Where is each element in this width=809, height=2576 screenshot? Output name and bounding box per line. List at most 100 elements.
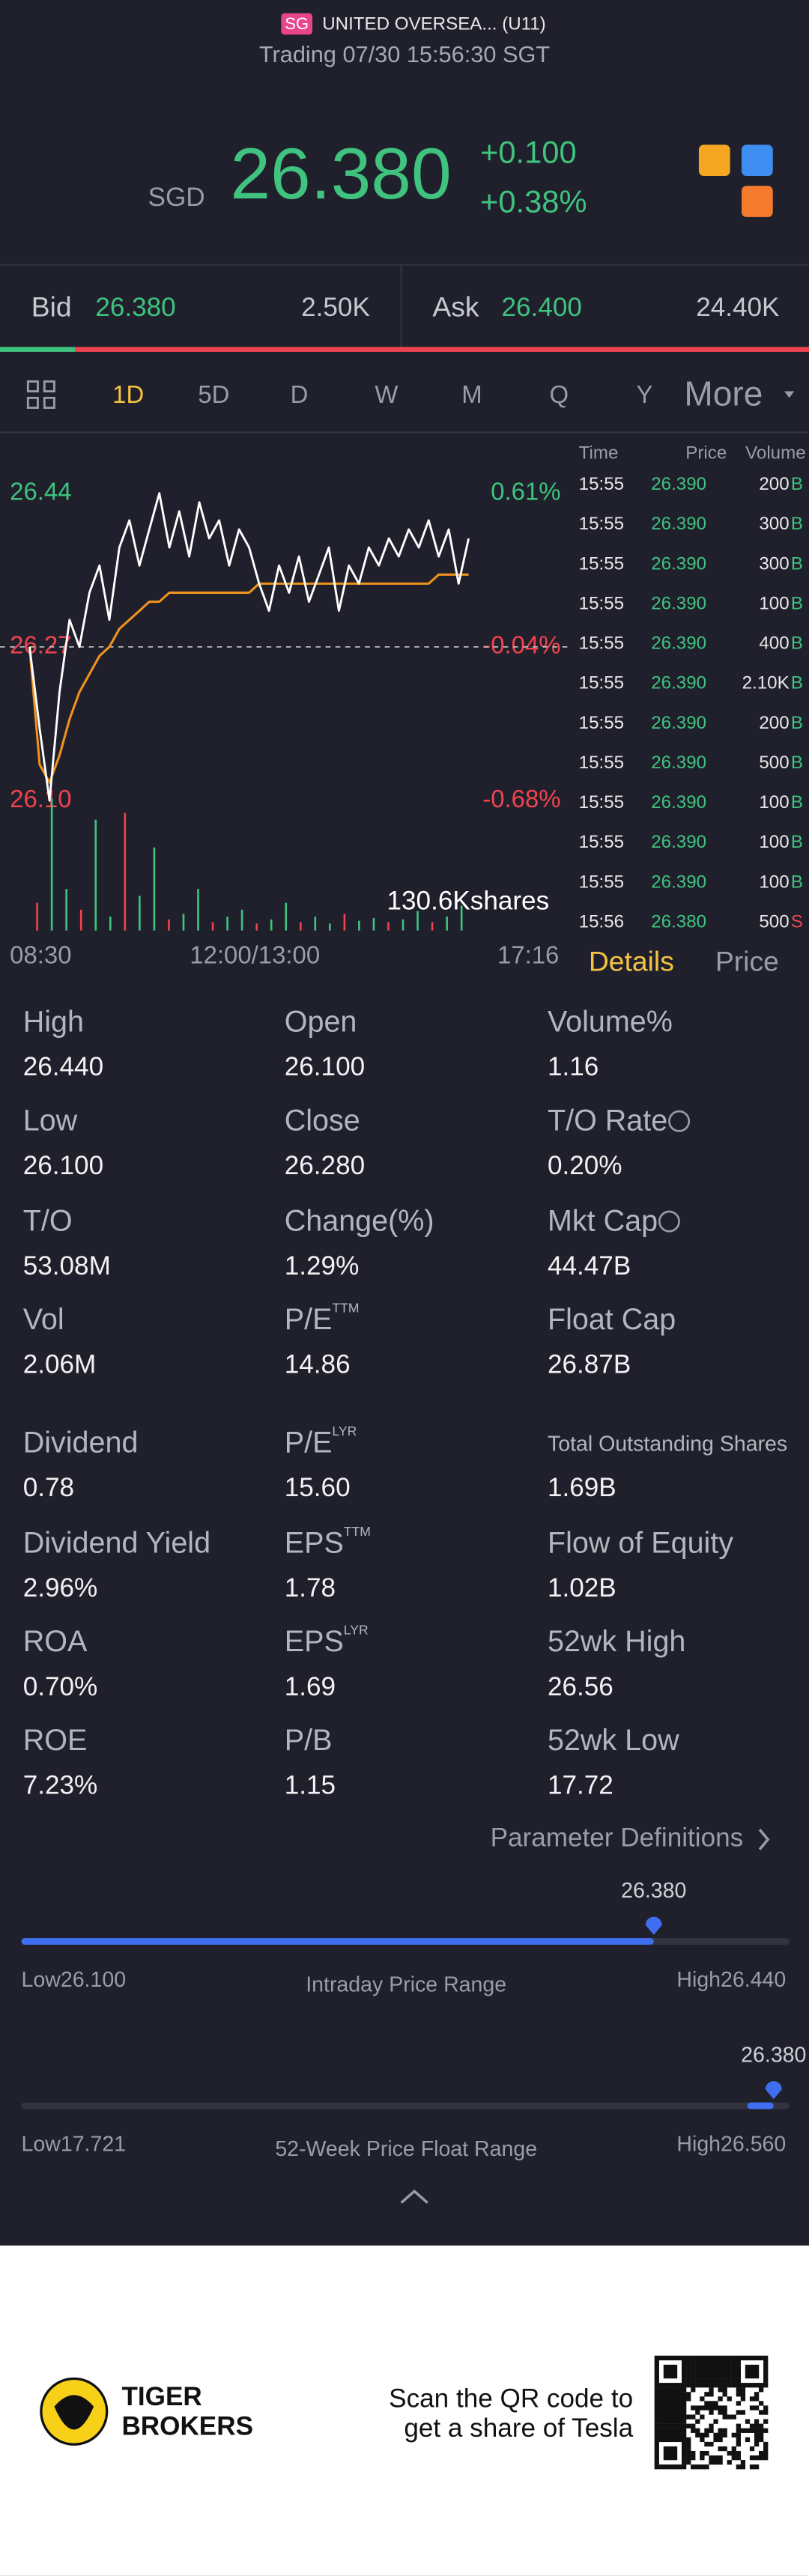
stat-label: Dividend [23,1427,139,1459]
qr-cell [713,2378,718,2384]
qr-cell [727,2378,732,2384]
qr-cell [654,2383,659,2388]
qr-cell [763,2405,769,2411]
qr-cell [718,2378,723,2384]
qr-cell [713,2432,718,2438]
qr-cell [658,2387,664,2393]
qr-cell [667,2369,673,2375]
trade-volume: 100 [759,832,789,852]
qr-cell [667,2464,673,2470]
qr-cell [749,2369,755,2375]
qr-cell [704,2360,709,2366]
stat-label: EPSLYR [285,1622,369,1658]
period-tab[interactable]: D [291,380,309,408]
qr-cell [704,2428,709,2433]
period-tab[interactable]: M [461,380,482,408]
qr-cell [682,2446,687,2452]
volume-bar [124,812,127,931]
parameter-link[interactable]: Parameter Definitions [491,1823,744,1853]
qr-cell [731,2450,736,2456]
qr-cell [682,2401,687,2406]
period-tab[interactable]: More [684,374,763,413]
qr-cell [722,2373,727,2379]
qr-cell [740,2464,746,2470]
qr-cell [713,2437,718,2443]
trade-price: 26.390 [651,713,706,733]
volume-bar [416,911,419,931]
qr-cell [704,2373,709,2379]
stat-value: 0.70% [23,1672,98,1701]
volume-bar [285,902,288,931]
qr-cell [654,2432,659,2438]
icon-flash[interactable] [742,145,773,176]
qr-cell [709,2441,714,2447]
link-chevron[interactable] [758,1829,770,1850]
qr-cell [731,2432,736,2438]
qr-cell [754,2364,760,2370]
qr-cell [654,2396,659,2402]
qr-cell [731,2364,736,2370]
qr-cell [691,2364,696,2370]
qr-cell [695,2410,700,2415]
qr-cell [736,2387,741,2393]
period-tab[interactable]: 1D [112,380,144,408]
period-tab[interactable]: 5D [198,380,229,408]
icon-dollar[interactable] [698,145,730,176]
period-tab[interactable]: Q [550,380,569,408]
qr-cell [676,2392,682,2397]
qr-cell [749,2396,755,2402]
qr-cell [736,2378,741,2384]
qr-cell [731,2446,736,2452]
qr-cell [672,2373,678,2379]
stat-value: 26.56 [548,1672,613,1701]
qr-cell [704,2432,709,2438]
collapse-chevron[interactable] [400,2189,428,2204]
qr-cell [654,2405,659,2411]
icon-options[interactable] [742,186,773,217]
qr-cell [749,2373,755,2379]
volume-bar [79,909,82,931]
qr-code [654,2355,769,2470]
qr-cell [667,2405,673,2411]
ask-size: 24.40K [696,293,780,322]
trade-side: B [791,753,803,773]
qr-cell [727,2450,732,2456]
stat-label: P/ETTM [285,1300,360,1336]
trade-side: B [791,593,803,613]
period-tab[interactable]: W [375,380,398,408]
qr-cell [718,2428,723,2433]
stat-label: Low [23,1105,78,1137]
qr-cell [763,2383,769,2388]
info-icon[interactable] [658,1210,680,1233]
qr-cell [736,2401,741,2406]
stat-label: P/ELYR [285,1424,357,1459]
qr-cell [704,2392,709,2397]
qr-cell [749,2446,755,2452]
qr-cell [672,2446,678,2452]
qr-cell [763,2455,769,2461]
stat-label-text: Total Outstanding Shares [548,1432,787,1456]
qr-cell [663,2446,669,2452]
qr-cell [682,2387,687,2393]
qr-cell [722,2387,727,2393]
qr-cell [731,2414,736,2419]
qr-cell [667,2364,673,2370]
trade-time: 15:55 [579,673,624,693]
qr-cell [763,2360,769,2366]
qr-cell [736,2364,741,2370]
stat-label: ROE [23,1724,88,1757]
period-tab[interactable]: Y [637,380,653,408]
grid-icon[interactable] [26,380,55,409]
panel-tab[interactable]: Price [715,945,779,976]
qr-cell [727,2460,732,2465]
stat-label-sup: TTM [344,1524,371,1539]
panel-tab[interactable]: Details [589,945,674,976]
qr-cell [672,2419,678,2424]
qr-cell [731,2383,736,2388]
qr-cell [663,2396,669,2402]
qr-cell [722,2383,727,2388]
qr-cell [682,2383,687,2388]
qr-cell [718,2460,723,2465]
stat-label-text: Dividend Yield [23,1527,210,1560]
info-icon[interactable] [668,1110,691,1132]
